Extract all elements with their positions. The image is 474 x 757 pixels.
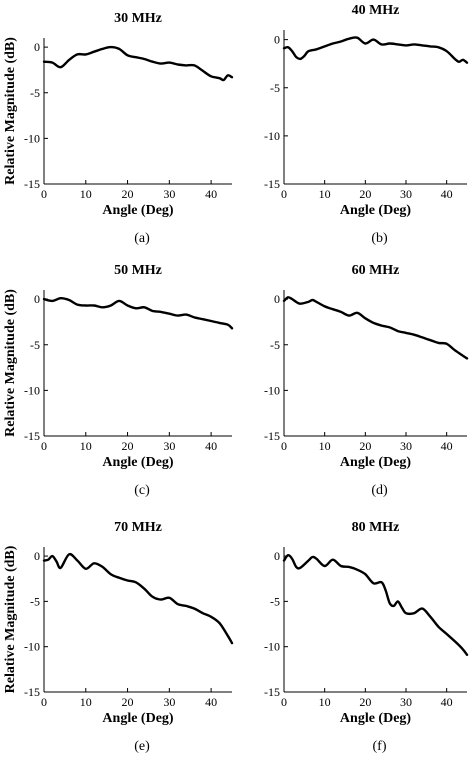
chart-title: 60 MHz — [352, 263, 400, 278]
y-tick-label: -5 — [30, 594, 40, 608]
x-tick-label: 20 — [122, 187, 134, 201]
chart-panel-3: 50 MHz 0 10 20 30 40 0 -5 -10 -15 Angle (Deg) Relat… — [3, 263, 234, 498]
x-tick-label: 20 — [359, 439, 371, 453]
y-tick-label: -5 — [270, 338, 280, 352]
chart-title: 50 MHz — [114, 263, 162, 278]
y-axis-label: Relative Magnitude (dB) — [3, 545, 18, 693]
y-tick-label: -15 — [264, 177, 280, 191]
chart-panel-6: 80 MHz 0 10 20 30 40 0 -5 -10 -15 Angle (Deg) (f) — [264, 520, 469, 754]
x-axis-label: Angle (Deg) — [340, 455, 411, 470]
x-tick-label: 0 — [281, 439, 287, 453]
y-tick-label: -5 — [270, 594, 280, 608]
y-tick-label: 0 — [34, 40, 40, 54]
x-axis-label: Angle (Deg) — [102, 203, 173, 218]
chart-panel-5: 70 MHz 0 10 20 30 40 0 -5 -10 -15 Angle (Deg) Relat… — [3, 520, 234, 754]
x-tick-label: 20 — [359, 187, 371, 201]
series-line-1 — [42, 296, 234, 330]
y-tick-label: 0 — [274, 33, 280, 47]
x-tick-label: 40 — [205, 439, 217, 453]
x-tick-label: 30 — [400, 187, 412, 201]
x-tick-label: 20 — [122, 439, 134, 453]
y-tick-label: -10 — [24, 383, 40, 397]
y-tick-label: 0 — [274, 292, 280, 306]
x-tick-label: 20 — [359, 695, 371, 709]
x-axis-label: Angle (Deg) — [340, 711, 411, 726]
panel-caption: (b) — [371, 231, 388, 246]
x-tick-label: 40 — [205, 187, 217, 201]
y-tick-label: -10 — [24, 131, 40, 145]
series-line-1 — [282, 36, 469, 64]
series-line-1 — [282, 553, 469, 656]
x-tick-label: 30 — [163, 187, 175, 201]
y-tick-label: -10 — [264, 383, 280, 397]
panel-caption: (e) — [134, 739, 150, 754]
x-axis-label: Angle (Deg) — [340, 203, 411, 218]
chart-title: 30 MHz — [114, 11, 162, 26]
y-tick-label: -5 — [270, 81, 280, 95]
x-tick-label: 0 — [41, 187, 47, 201]
y-tick-label: -10 — [264, 129, 280, 143]
x-tick-label: 10 — [319, 187, 331, 201]
x-tick-label: 40 — [441, 695, 453, 709]
y-tick-label: 0 — [274, 549, 280, 563]
x-tick-label: 40 — [205, 695, 217, 709]
y-tick-label: 0 — [34, 292, 40, 306]
panel-caption: (a) — [134, 231, 150, 246]
y-tick-label: -10 — [24, 640, 40, 654]
x-axis-label: Angle (Deg) — [102, 711, 173, 726]
chart-title: 70 MHz — [114, 520, 162, 535]
x-tick-label: 0 — [41, 439, 47, 453]
y-tick-label: 0 — [34, 549, 40, 563]
y-tick-label: -15 — [264, 429, 280, 443]
x-tick-label: 30 — [163, 439, 175, 453]
x-tick-label: 40 — [441, 187, 453, 201]
chart-panel-1: 30 MHz 0 10 20 30 40 0 -5 -10 -15 Angle (Deg) Relat… — [3, 11, 234, 246]
y-axis-label: Relative Magnitude (dB) — [3, 37, 18, 185]
y-tick-label: -5 — [30, 86, 40, 100]
x-tick-label: 0 — [281, 695, 287, 709]
series-line-1 — [42, 552, 234, 645]
series-line-1 — [42, 45, 234, 82]
x-tick-label: 20 — [122, 695, 134, 709]
series-line-1 — [282, 296, 469, 360]
x-tick-label: 30 — [163, 695, 175, 709]
x-axis-label: Angle (Deg) — [102, 455, 173, 470]
chart-title: 40 MHz — [352, 3, 400, 18]
y-tick-label: -15 — [24, 429, 40, 443]
x-tick-label: 30 — [400, 695, 412, 709]
chart-panel-2: 40 MHz 0 10 20 30 40 0 -5 -10 -15 Angle (Deg) (b) — [264, 3, 469, 246]
y-tick-label: -15 — [24, 177, 40, 191]
panel-caption: (f) — [373, 739, 387, 754]
y-tick-label: -5 — [30, 338, 40, 352]
x-tick-label: 10 — [319, 439, 331, 453]
x-tick-label: 0 — [281, 187, 287, 201]
chart-panel-4: 60 MHz 0 10 20 30 40 0 -5 -10 -15 Angle (Deg) (d) — [264, 263, 469, 498]
chart-title: 80 MHz — [352, 520, 400, 535]
panel-caption: (c) — [134, 483, 150, 498]
y-tick-label: -15 — [264, 685, 280, 699]
x-tick-label: 40 — [441, 439, 453, 453]
y-axis-label: Relative Magnitude (dB) — [3, 289, 18, 437]
x-tick-label: 0 — [41, 695, 47, 709]
y-tick-label: -10 — [264, 640, 280, 654]
x-tick-label: 30 — [400, 439, 412, 453]
x-tick-label: 10 — [80, 695, 92, 709]
panel-caption: (d) — [371, 483, 388, 498]
x-tick-label: 10 — [319, 695, 331, 709]
x-tick-label: 10 — [80, 439, 92, 453]
x-tick-label: 10 — [80, 187, 92, 201]
y-tick-label: -15 — [24, 685, 40, 699]
